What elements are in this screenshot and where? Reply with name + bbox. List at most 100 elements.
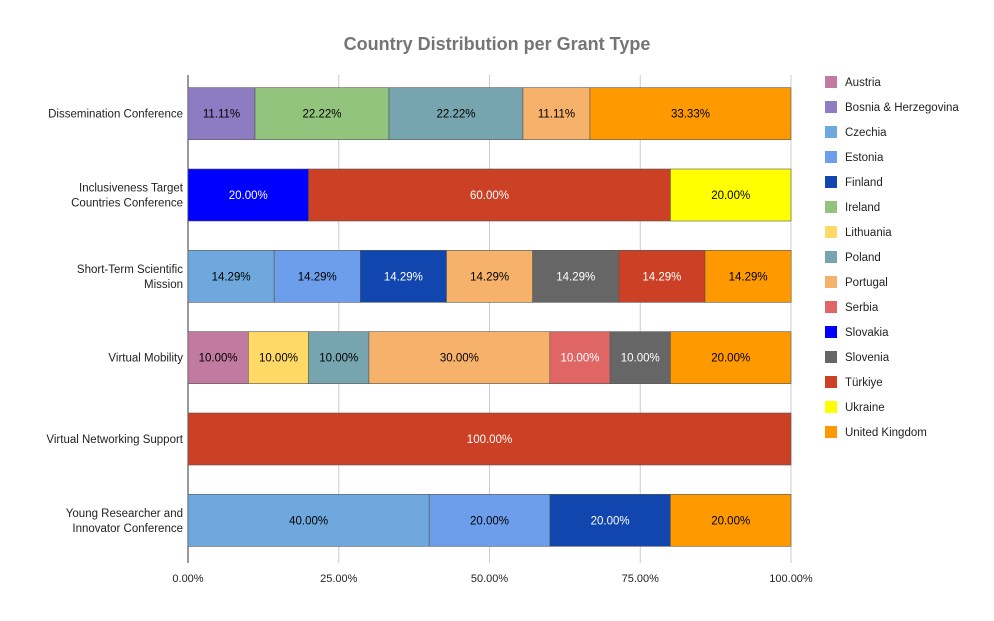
legend-item[interactable]: Serbia	[825, 301, 879, 314]
y-category-label: Countries Conference	[71, 198, 183, 210]
data-label: 30.00%	[440, 353, 479, 365]
legend-swatch	[825, 251, 837, 263]
bar-segment-united-kingdom[interactable]	[704, 250, 792, 303]
y-category-label: Virtual Networking Support	[46, 434, 183, 446]
legend-item[interactable]: Czechia	[825, 126, 887, 139]
bar-segment-estonia[interactable]	[428, 494, 551, 547]
x-tick-label: 100.00%	[769, 573, 813, 585]
data-label: 100.00%	[467, 434, 512, 446]
bar-segment-united-kingdom[interactable]	[670, 331, 792, 384]
data-label: 14.29%	[470, 271, 509, 283]
data-label: 20.00%	[711, 515, 750, 527]
data-label: 14.29%	[642, 271, 681, 283]
data-label: 20.00%	[229, 190, 268, 202]
bar-segment-slovenia[interactable]	[609, 331, 671, 384]
data-label: 20.00%	[711, 190, 750, 202]
bar-segment-finland[interactable]	[549, 494, 671, 547]
legend-swatch	[825, 276, 837, 288]
data-label: 11.11%	[538, 109, 575, 121]
data-label: 60.00%	[470, 190, 509, 202]
data-label: 14.29%	[729, 271, 768, 283]
data-label: 11.11%	[203, 109, 240, 121]
legend-item[interactable]: Estonia	[825, 151, 884, 164]
data-label: 33.33%	[671, 109, 710, 121]
legend-label: Estonia	[845, 152, 884, 164]
legend-label: Poland	[845, 252, 881, 264]
data-label: 10.00%	[319, 353, 358, 365]
bar-segment-portugal[interactable]	[522, 87, 591, 140]
legend-item[interactable]: United Kingdom	[825, 426, 927, 439]
legend-item[interactable]: Ireland	[825, 201, 880, 214]
bar-segment-austria[interactable]	[187, 331, 249, 384]
legend-label: Ireland	[845, 202, 880, 214]
legend-item[interactable]: Bosnia & Herzegovina	[825, 101, 959, 114]
data-label: 20.00%	[470, 515, 509, 527]
bar-segment-t-rkiye[interactable]	[618, 250, 706, 303]
x-tick-label: 0.00%	[172, 573, 203, 585]
bar-segment-finland[interactable]	[360, 250, 447, 303]
legend-label: Slovenia	[845, 352, 890, 364]
data-label: 40.00%	[289, 515, 328, 527]
legend-item[interactable]: Austria	[825, 76, 881, 89]
y-category-label: Mission	[144, 279, 183, 291]
data-label: 22.22%	[302, 109, 341, 121]
bar-segment-poland[interactable]	[388, 87, 524, 140]
bar-segment-poland[interactable]	[308, 331, 370, 384]
legend-label: Ukraine	[845, 402, 885, 414]
bar-segment-slovenia[interactable]	[532, 250, 620, 303]
bar-segment-czechia[interactable]	[187, 250, 275, 303]
bar-segment-slovakia[interactable]	[187, 168, 309, 222]
bar-segment-serbia[interactable]	[549, 331, 611, 384]
bar-segment-bosnia-herzegovina[interactable]	[187, 87, 256, 140]
data-label: 10.00%	[560, 353, 599, 365]
legend-item[interactable]: Slovenia	[825, 351, 890, 364]
bar-segment-united-kingdom[interactable]	[670, 494, 792, 547]
y-category-label: Short-Term Scientific	[77, 264, 183, 276]
bar-segment-t-rkiye[interactable]	[308, 168, 671, 222]
data-label: 10.00%	[621, 353, 660, 365]
y-category-label: Virtual Mobility	[108, 353, 183, 365]
data-label: 10.00%	[199, 353, 238, 365]
legend-swatch	[825, 151, 837, 163]
legend-label: United Kingdom	[845, 427, 927, 439]
legend-label: Bosnia & Herzegovina	[845, 102, 959, 114]
legend-swatch	[825, 76, 837, 88]
data-label: 14.29%	[298, 271, 337, 283]
bar-segment-czechia[interactable]	[187, 494, 430, 547]
y-category-label: Innovator Conference	[72, 523, 183, 535]
legend-swatch	[825, 326, 837, 338]
bar-segment-portugal[interactable]	[368, 331, 551, 384]
bar-segment-united-kingdom[interactable]	[589, 87, 792, 140]
y-category-label: Young Researcher and	[66, 508, 183, 520]
legend-label: Serbia	[845, 302, 879, 314]
legend-label: Finland	[845, 177, 883, 189]
legend-label: Slovakia	[845, 327, 889, 339]
legend-item[interactable]: Lithuania	[825, 226, 892, 239]
legend-item[interactable]: Ukraine	[825, 401, 885, 414]
bar-segment-lithuania[interactable]	[248, 331, 309, 384]
legend-item[interactable]: Slovakia	[825, 326, 889, 339]
bar-segment-estonia[interactable]	[273, 250, 361, 303]
legend-swatch	[825, 201, 837, 213]
legend-item[interactable]: Poland	[825, 251, 881, 264]
legend-swatch	[825, 176, 837, 188]
bar-segment-ireland[interactable]	[254, 87, 390, 140]
legend-label: Austria	[845, 77, 881, 89]
legend-item[interactable]: Finland	[825, 176, 883, 189]
data-label: 20.00%	[711, 353, 750, 365]
data-label: 20.00%	[591, 515, 630, 527]
x-tick-label: 50.00%	[471, 573, 509, 585]
y-category-label: Inclusiveness Target	[79, 183, 184, 195]
legend-swatch	[825, 101, 837, 113]
legend-label: Czechia	[845, 127, 887, 139]
legend-item[interactable]: Türkiye	[825, 376, 883, 389]
legend-label: Portugal	[845, 277, 888, 289]
legend-item[interactable]: Portugal	[825, 276, 888, 289]
data-label: 10.00%	[259, 353, 298, 365]
legend-label: Lithuania	[845, 227, 892, 239]
bar-segment-ukraine[interactable]	[670, 168, 792, 222]
data-label: 22.22%	[436, 109, 475, 121]
bar-segment-t-rkiye[interactable]	[187, 412, 792, 466]
